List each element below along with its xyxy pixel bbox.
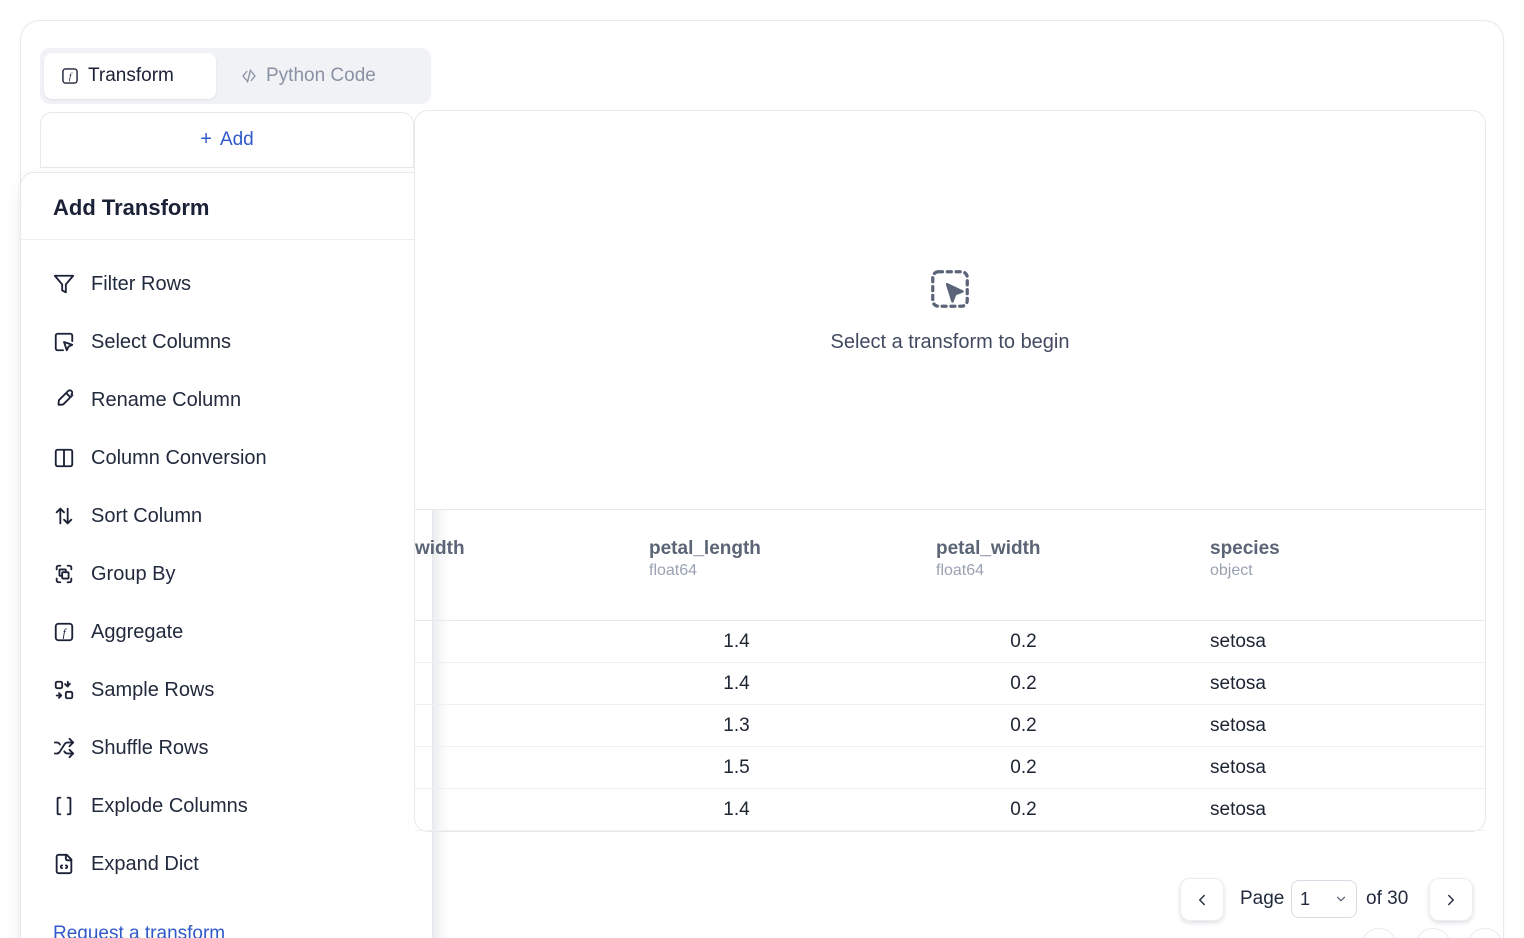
svg-text:f: f	[63, 627, 68, 639]
svg-text:f: f	[69, 72, 73, 83]
